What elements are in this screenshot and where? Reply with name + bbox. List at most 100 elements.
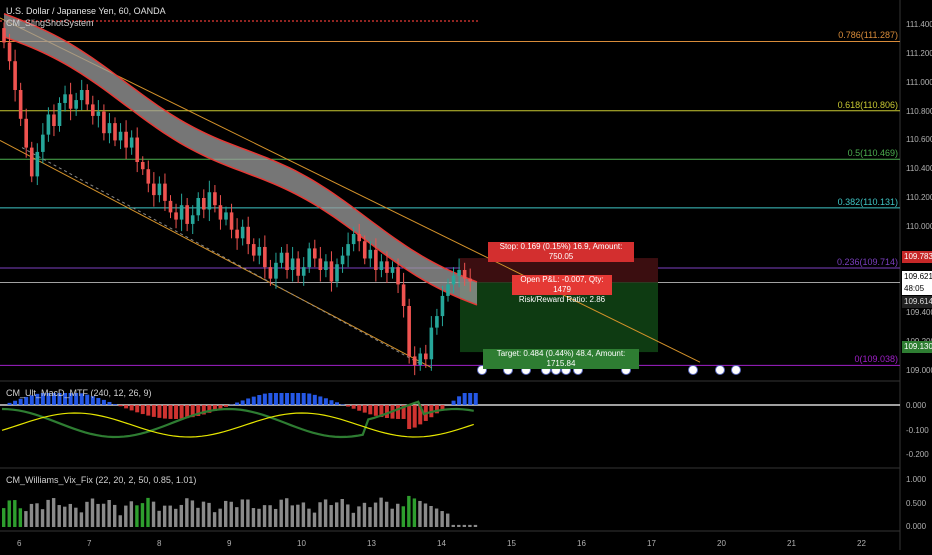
macd-hist-79: [440, 405, 444, 409]
candle-body-43: [241, 227, 245, 239]
vix-bar-31: [174, 509, 177, 527]
vix-bar-16: [91, 499, 94, 527]
macd-hist-29: [163, 405, 167, 419]
price-tick-0: 111.400: [906, 20, 932, 29]
macd-tick-0: 0.000: [906, 401, 926, 410]
vix-bar-21: [119, 515, 122, 527]
vix-bar-35: [196, 508, 199, 527]
macd-hist-63: [352, 405, 356, 409]
event-icon-8: [689, 366, 698, 375]
vix-bar-36: [202, 502, 205, 527]
vix-bar-82: [457, 525, 460, 527]
candle-body-40: [224, 212, 228, 219]
time-tick-1: 7: [87, 539, 91, 548]
candle-body-64: [357, 234, 361, 241]
countdown-badge: 48:05: [902, 283, 932, 295]
time-tick-10: 20: [717, 539, 726, 548]
vix-bar-30: [169, 506, 172, 527]
vix-bar-2: [13, 500, 16, 527]
vix-bar-27: [152, 502, 155, 527]
vix-bar-3: [19, 508, 22, 527]
vix-bar-68: [379, 498, 382, 527]
vix-bar-49: [274, 509, 277, 527]
vix-bar-46: [257, 509, 260, 527]
macd-hist-54: [302, 393, 306, 405]
event-icon-10: [732, 366, 741, 375]
candle-body-19: [108, 123, 112, 133]
study-vix[interactable]: CM_Williams_Vix_Fix (22, 20, 2, 50, 0.85…: [6, 475, 196, 485]
vix-bar-59: [329, 505, 332, 527]
candle-body-83: [463, 270, 467, 279]
vix-bar-57: [318, 502, 321, 527]
study-slingshot[interactable]: CM_SlingShotSystem: [6, 18, 94, 28]
vix-bar-24: [135, 505, 138, 527]
vix-bar-15: [85, 502, 88, 527]
candle-body-54: [302, 267, 306, 276]
vix-bar-7: [41, 509, 44, 527]
macd-hist-51: [285, 393, 289, 405]
price-tick-3: 110.800: [906, 107, 932, 116]
macd-hist-42: [235, 403, 239, 405]
vix-bar-75: [418, 501, 421, 527]
vix-bar-80: [446, 514, 449, 527]
macd-hist-22: [124, 405, 128, 408]
macd-hist-61: [341, 404, 345, 405]
target-info-box[interactable]: Target: 0.484 (0.44%) 48.4, Amount: 1715…: [483, 349, 639, 369]
macd-hist-24: [135, 405, 139, 412]
vix-bar-50: [280, 500, 283, 527]
vix-bar-26: [146, 498, 149, 527]
candle-body-34: [191, 215, 195, 224]
vix-bar-39: [218, 509, 221, 527]
macd-hist-32: [180, 405, 184, 419]
study-macd[interactable]: CM_Ult_MacD_MTF (240, 12, 26, 9): [6, 388, 152, 398]
macd-hist-28: [157, 405, 161, 418]
vix-bar-56: [313, 513, 316, 527]
macd-hist-48: [268, 393, 272, 405]
vix-bar-55: [307, 509, 310, 527]
vix-bar-14: [80, 512, 83, 527]
time-tick-12: 22: [857, 539, 866, 548]
vix-bar-29: [163, 506, 166, 527]
vix-bar-18: [102, 504, 105, 527]
candle-body-84: [468, 279, 472, 282]
pnl-info-box[interactable]: Open P&L: -0.007, Qty: 1479 Risk/Reward …: [512, 275, 612, 295]
macd-hist-71: [396, 405, 400, 419]
candle-body-70: [391, 267, 395, 273]
vix-bar-8: [46, 500, 49, 527]
candle-body-1: [8, 42, 12, 61]
candle-body-48: [269, 267, 273, 279]
fib-label-5: 0(109.038): [0, 354, 898, 365]
channel-mid: [22, 148, 420, 364]
macd-hist-19: [107, 402, 111, 405]
rr-label: Risk/Reward Ratio: 2.86: [512, 295, 612, 305]
price-tick-4: 110.600: [906, 135, 932, 144]
vix-bar-73: [407, 496, 410, 527]
macd-hist-47: [263, 394, 267, 405]
vix-bar-22: [124, 506, 127, 527]
candle-body-73: [407, 306, 411, 356]
vix-bar-10: [58, 505, 61, 527]
stop-info-box[interactable]: Stop: 0.169 (0.15%) 16.9, Amount: 750.05: [488, 242, 634, 262]
candle-body-26: [147, 169, 151, 183]
time-tick-4: 10: [297, 539, 306, 548]
vix-bar-67: [374, 503, 377, 527]
study-slingshot-label: CM_SlingShotSystem: [6, 18, 94, 28]
candle-body-18: [102, 112, 106, 134]
price-tick-6: 110.200: [906, 193, 932, 202]
macd-hist-74: [413, 405, 417, 428]
vix-bar-11: [63, 507, 66, 527]
macd-hist-52: [291, 393, 295, 405]
candle-body-72: [402, 284, 406, 306]
time-tick-11: 21: [787, 539, 796, 548]
vix-bar-58: [324, 499, 327, 527]
candle-body-42: [235, 230, 239, 239]
time-tick-5: 13: [367, 539, 376, 548]
candle-body-25: [141, 162, 145, 169]
vix-bar-64: [357, 506, 360, 527]
candle-body-45: [252, 244, 256, 256]
macd-hist-55: [307, 394, 311, 405]
vix-bar-47: [263, 505, 266, 527]
pnl-label: Open P&L: -0.007, Qty: 1479: [512, 275, 612, 295]
